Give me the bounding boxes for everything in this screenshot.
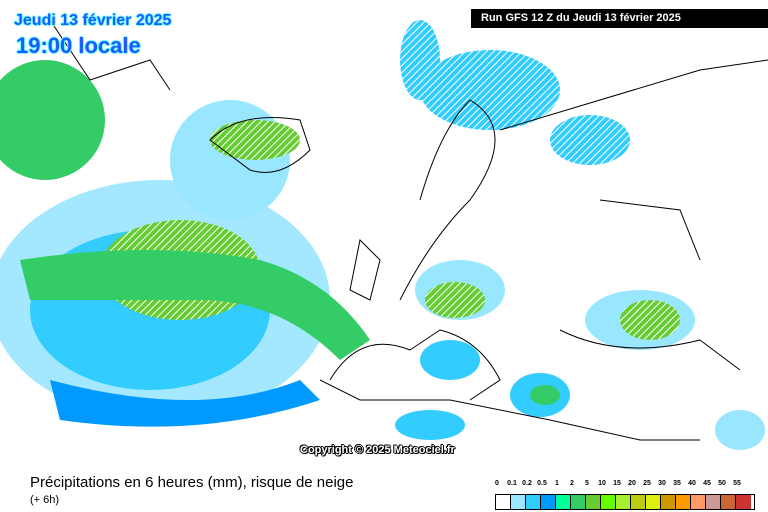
legend-tick: 55 <box>733 480 741 487</box>
legend-tick: 0.2 <box>522 480 532 487</box>
legend-color-box <box>661 495 676 509</box>
legend-tick: 2 <box>570 480 574 487</box>
legend-color-box <box>616 495 631 509</box>
legend-tick: 20 <box>628 480 636 487</box>
legend-color-box <box>721 495 736 509</box>
forecast-offset: (+ 6h) <box>30 494 60 506</box>
forecast-local-time: 19:00 locale <box>16 33 141 58</box>
model-run-banner: Run GFS 12 Z du Jeudi 13 février 2025 <box>471 9 768 28</box>
legend-color-box <box>736 495 751 509</box>
legend-tick: 15 <box>613 480 621 487</box>
legend-color-box <box>511 495 526 509</box>
legend-tick: 30 <box>658 480 666 487</box>
legend-ticks: 0 0.1 0.2 0.5 1 2 5 10 15 20 25 30 35 40 45 50 55 <box>495 480 755 490</box>
legend-color-box <box>541 495 556 509</box>
legend-tick: 45 <box>703 480 711 487</box>
copyright-text: Copyright © 2025 Meteociel.fr <box>300 444 455 456</box>
legend-color-box <box>571 495 586 509</box>
legend-tick: 1 <box>555 480 559 487</box>
legend-tick: 40 <box>688 480 696 487</box>
legend-tick: 0.5 <box>537 480 547 487</box>
forecast-date: Jeudi 13 février 2025 <box>14 12 172 29</box>
legend-tick: 35 <box>673 480 681 487</box>
color-scale-legend: 0 0.1 0.2 0.5 1 2 5 10 15 20 25 30 35 40 45 50 55 <box>495 480 755 510</box>
precip-areas <box>0 20 765 450</box>
legend-boxes <box>495 494 755 510</box>
legend-color-box <box>706 495 721 509</box>
legend-tick: 50 <box>718 480 726 487</box>
legend-color-box <box>691 495 706 509</box>
legend-tick: 0 <box>495 480 499 487</box>
legend-tick: 10 <box>598 480 606 487</box>
legend-color-box <box>631 495 646 509</box>
precipitation-map <box>0 19 768 450</box>
legend-color-box <box>646 495 661 509</box>
legend-color-box <box>526 495 541 509</box>
legend-tick: 5 <box>585 480 589 487</box>
legend-color-box <box>556 495 571 509</box>
legend-color-box <box>676 495 691 509</box>
legend-color-box <box>586 495 601 509</box>
legend-color-box <box>601 495 616 509</box>
coastlines <box>49 19 768 441</box>
legend-tick: 0.1 <box>507 480 517 487</box>
legend-color-box <box>496 495 511 509</box>
legend-tick: 25 <box>643 480 651 487</box>
map-title: Précipitations en 6 heures (mm), risque … <box>30 474 354 491</box>
